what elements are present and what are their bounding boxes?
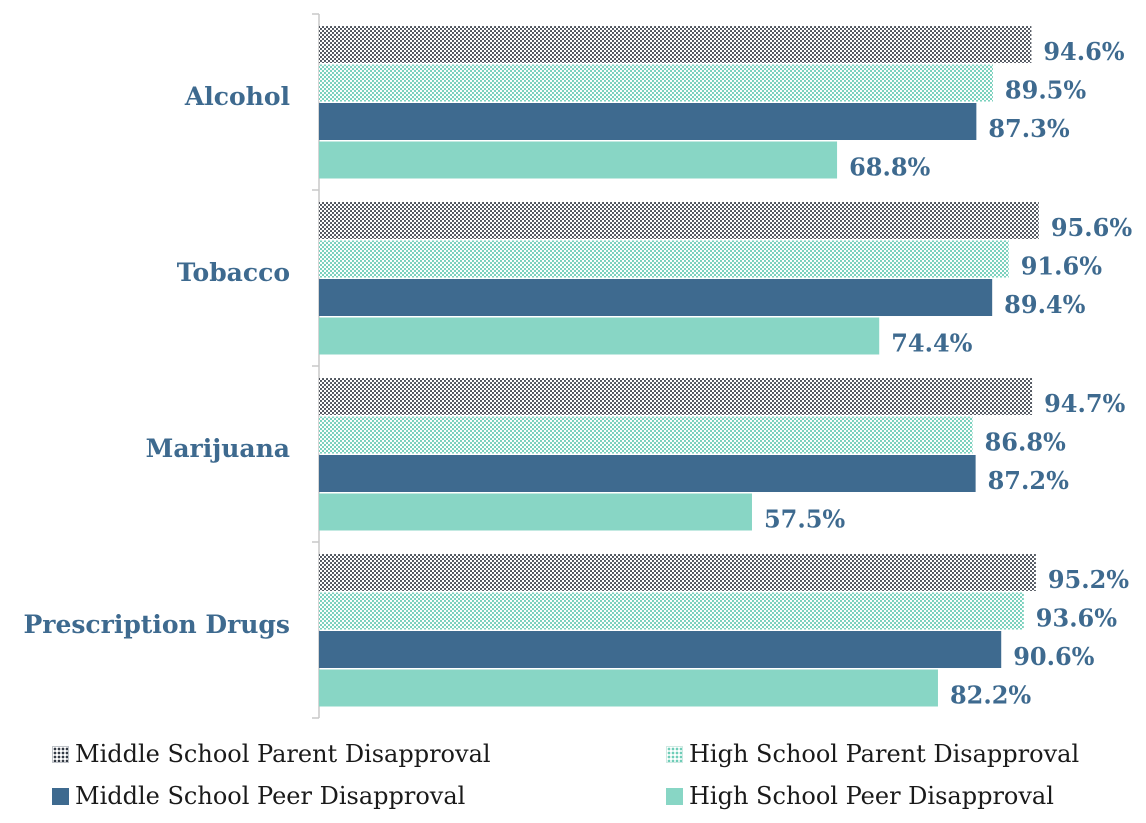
category-label-prescription-drugs: Prescription Drugs bbox=[23, 610, 290, 639]
value-label-tobacco-ms-parent: 95.6% bbox=[1051, 213, 1132, 242]
bar-alcohol-hs-parent bbox=[319, 64, 993, 102]
value-label-tobacco-hs-parent: 91.6% bbox=[1021, 252, 1102, 281]
legend-label-ms-peer: Middle School Peer Disapproval bbox=[75, 782, 466, 810]
value-label-alcohol-ms-peer: 87.3% bbox=[988, 114, 1069, 143]
bar-marijuana-hs-peer bbox=[319, 493, 752, 531]
value-label-alcohol-ms-parent: 94.6% bbox=[1043, 37, 1124, 66]
bar-prescription-drugs-ms-peer bbox=[319, 631, 1002, 668]
hs-peer-swatch bbox=[666, 787, 683, 805]
value-label-marijuana-hs-peer: 57.5% bbox=[764, 505, 845, 534]
legend-label-hs-parent: High School Parent Disapproval bbox=[689, 740, 1080, 768]
bar-tobacco-hs-peer bbox=[319, 317, 880, 355]
bar-prescription-drugs-ms-parent bbox=[319, 554, 1036, 591]
legend-item-ms-peer: Middle School Peer Disapproval bbox=[52, 782, 465, 810]
bar-marijuana-ms-peer bbox=[319, 455, 976, 492]
bar-prescription-drugs-hs-parent bbox=[319, 592, 1024, 630]
legend-label-ms-parent: Middle School Parent Disapproval bbox=[75, 740, 491, 768]
value-label-tobacco-hs-peer: 74.4% bbox=[891, 329, 972, 358]
hs-parent-swatch bbox=[666, 745, 683, 763]
ms-peer-swatch bbox=[52, 787, 69, 805]
legend-item-hs-peer: High School Peer Disapproval bbox=[666, 782, 1054, 810]
category-label-tobacco: Tobacco bbox=[177, 258, 290, 287]
bar-tobacco-hs-parent bbox=[319, 240, 1009, 278]
value-label-alcohol-hs-parent: 89.5% bbox=[1005, 76, 1086, 105]
value-label-alcohol-hs-peer: 68.8% bbox=[849, 153, 930, 182]
value-label-tobacco-ms-peer: 89.4% bbox=[1004, 290, 1085, 319]
category-label-marijuana: Marijuana bbox=[146, 434, 290, 463]
bar-alcohol-hs-peer bbox=[319, 141, 838, 179]
value-label-prescription-drugs-hs-parent: 93.6% bbox=[1036, 604, 1117, 633]
value-label-marijuana-ms-parent: 94.7% bbox=[1044, 389, 1125, 418]
bar-marijuana-hs-parent bbox=[319, 416, 973, 454]
ms-parent-swatch bbox=[52, 745, 69, 763]
bar-tobacco-ms-peer bbox=[319, 279, 993, 316]
bar-marijuana-ms-parent bbox=[319, 378, 1033, 415]
bar-tobacco-ms-parent bbox=[319, 202, 1039, 239]
legend-label-hs-peer: High School Peer Disapproval bbox=[689, 782, 1054, 810]
category-label-alcohol: Alcohol bbox=[184, 82, 290, 111]
value-label-prescription-drugs-hs-peer: 82.2% bbox=[950, 681, 1031, 710]
value-label-prescription-drugs-ms-peer: 90.6% bbox=[1013, 642, 1094, 671]
bar-chart: Alcohol 94.6% 89.5% 87.3% 68.8% Tobacco 95.6% 9… bbox=[23, 13, 1132, 719]
value-label-prescription-drugs-ms-parent: 95.2% bbox=[1048, 565, 1129, 594]
value-label-marijuana-hs-parent: 86.8% bbox=[985, 428, 1066, 457]
legend-item-hs-parent: High School Parent Disapproval bbox=[666, 740, 1079, 768]
bar-prescription-drugs-hs-peer bbox=[319, 669, 938, 707]
value-label-marijuana-ms-peer: 87.2% bbox=[988, 466, 1069, 495]
legend-item-ms-parent: Middle School Parent Disapproval bbox=[52, 740, 491, 768]
bar-alcohol-ms-peer bbox=[319, 103, 977, 140]
bar-alcohol-ms-parent bbox=[319, 26, 1032, 63]
